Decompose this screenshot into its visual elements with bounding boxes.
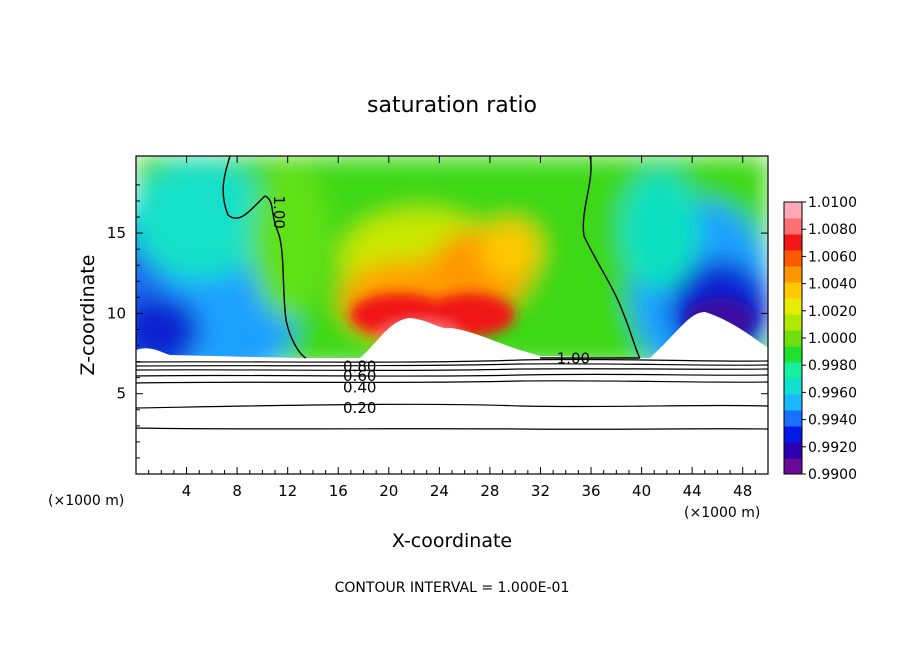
x-tick-label: 16 (329, 482, 348, 500)
colorbar-label: 0.9960 (808, 385, 857, 401)
colorbar-swatch (784, 298, 802, 315)
colorbar-label: 1.0040 (808, 277, 857, 293)
colorbar-label: 1.0000 (808, 331, 857, 347)
colorbar-swatch (784, 442, 802, 459)
colorbar-label: 1.0020 (808, 304, 857, 320)
colorbar-label: 0.9900 (808, 467, 857, 483)
colorbar-label: 1.0080 (808, 222, 857, 238)
x-tick-label: 40 (632, 482, 651, 500)
x-tick-label: 48 (733, 482, 752, 500)
contour-label: 1.00 (270, 196, 288, 229)
colorbar-swatch (784, 458, 802, 475)
chart-title: saturation ratio (367, 93, 537, 118)
y-tick-label: 15 (107, 224, 126, 242)
contour-label: 0.60 (343, 367, 376, 385)
colorbar: 1.0100 1.0080 1.0060 1.0040 1.0020 1.0000 0.99… (783, 195, 857, 483)
colorbar-swatch (784, 314, 802, 331)
contour-label: 0.80 (343, 357, 376, 375)
colorbar-swatch (784, 346, 802, 363)
y-tick-label: 5 (116, 385, 126, 403)
colorbar-label: 0.9980 (808, 358, 857, 374)
heatmap-field (136, 156, 768, 474)
colorbar-swatch (784, 362, 802, 379)
colorbar-label: 0.9920 (808, 440, 857, 456)
colorbar-swatch (784, 234, 802, 251)
contour-label: 0.40 (343, 378, 376, 396)
colorbar-swatch (784, 218, 802, 235)
colorbar-label: 0.9940 (808, 413, 857, 429)
x-tick-label: 24 (430, 482, 449, 500)
colorbar-swatch (784, 202, 802, 219)
x-tick-label: 36 (581, 482, 600, 500)
colorbar-label: 1.0100 (808, 195, 857, 211)
contour-labels: 1.00 1.00 0.800.600.40 0.20 (270, 196, 590, 418)
contour-1-00 (222, 156, 641, 359)
x-unit-label-right: (×1000 m) (684, 505, 760, 521)
colorbar-swatch (784, 330, 802, 347)
x-tick-label: 44 (683, 482, 702, 500)
x-tick-label: 28 (480, 482, 499, 500)
colorbar-swatch (784, 394, 802, 411)
colorbar-swatch (784, 410, 802, 427)
x-tick-label: 20 (379, 482, 398, 500)
x-axis: 4 8 12 16 20 24 28 32 36 40 44 48 (148, 156, 756, 500)
colorbar-label: 1.0060 (808, 249, 857, 265)
x-axis-label: X-coordinate (392, 530, 512, 552)
colorbar-swatch (784, 250, 802, 267)
colorbar-swatch (784, 282, 802, 299)
y-axis-label: Z-coordinate (77, 255, 99, 376)
colorbar-swatch (784, 266, 802, 283)
contour-label: 1.00 (557, 349, 590, 367)
y-tick-label: 10 (107, 304, 126, 322)
x-tick-label: 32 (531, 482, 550, 500)
y-axis: 5 10 15 (107, 184, 768, 459)
x-unit-label-left: (×1000 m) (48, 493, 124, 509)
x-tick-label: 4 (182, 482, 192, 500)
contour-interval-note: CONTOUR INTERVAL = 1.000E-01 (335, 580, 570, 596)
colorbar-swatch (784, 378, 802, 395)
x-tick-label: 12 (278, 482, 297, 500)
terrain-contours (136, 358, 768, 430)
colorbar-swatch (784, 426, 802, 443)
x-tick-label: 8 (232, 482, 242, 500)
contour-label: 0.20 (343, 399, 376, 417)
